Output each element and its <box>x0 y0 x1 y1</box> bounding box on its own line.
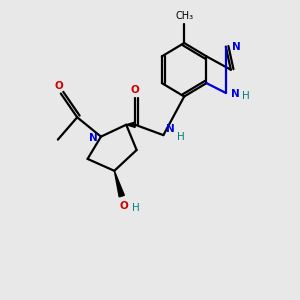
Text: H: H <box>242 91 250 101</box>
Text: N: N <box>232 42 241 52</box>
Polygon shape <box>126 122 135 128</box>
Text: N: N <box>88 133 98 143</box>
Text: CH₃: CH₃ <box>175 11 193 21</box>
Text: O: O <box>131 85 140 95</box>
Text: N: N <box>231 88 240 98</box>
Text: H: H <box>177 132 184 142</box>
Text: O: O <box>120 200 128 211</box>
Text: N: N <box>166 124 175 134</box>
Polygon shape <box>114 171 124 197</box>
Text: O: O <box>55 81 64 91</box>
Text: H: H <box>132 202 140 213</box>
